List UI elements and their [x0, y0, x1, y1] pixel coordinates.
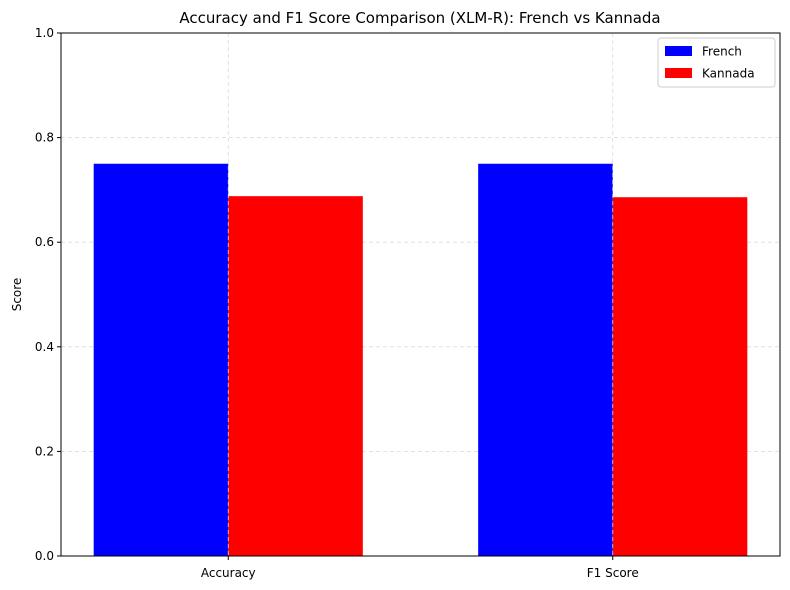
- y-tick-label: 0.8: [35, 131, 54, 145]
- y-tick-label: 0.6: [35, 235, 54, 249]
- legend-label-french: French: [702, 45, 742, 59]
- chart-title: Accuracy and F1 Score Comparison (XLM-R)…: [179, 9, 660, 27]
- y-tick-label: 1.0: [35, 26, 54, 40]
- y-tick-label: 0.0: [35, 549, 54, 563]
- bar-french-0: [93, 163, 229, 556]
- legend-swatch-kannada: [665, 68, 692, 78]
- bar-french-1: [478, 163, 613, 556]
- plot-frame: [60, 32, 781, 557]
- y-tick-label: 0.4: [35, 340, 54, 354]
- bar-kannada-1: [612, 197, 748, 557]
- y-tick-label: 0.2: [35, 444, 54, 458]
- legend: French Kannada: [657, 37, 776, 88]
- bars: [93, 33, 748, 557]
- y-axis: 0.0 0.2 0.4 0.6 0.8 1.0: [35, 26, 61, 563]
- x-tick-label: Accuracy: [201, 566, 256, 580]
- x-tick-label: F1 Score: [587, 566, 639, 580]
- y-axis-label: Score: [10, 278, 24, 312]
- legend-label-kannada: Kannada: [702, 67, 755, 81]
- legend-swatch-french: [665, 46, 692, 56]
- bar-kannada-0: [228, 196, 363, 556]
- x-axis: Accuracy F1 Score: [201, 556, 639, 580]
